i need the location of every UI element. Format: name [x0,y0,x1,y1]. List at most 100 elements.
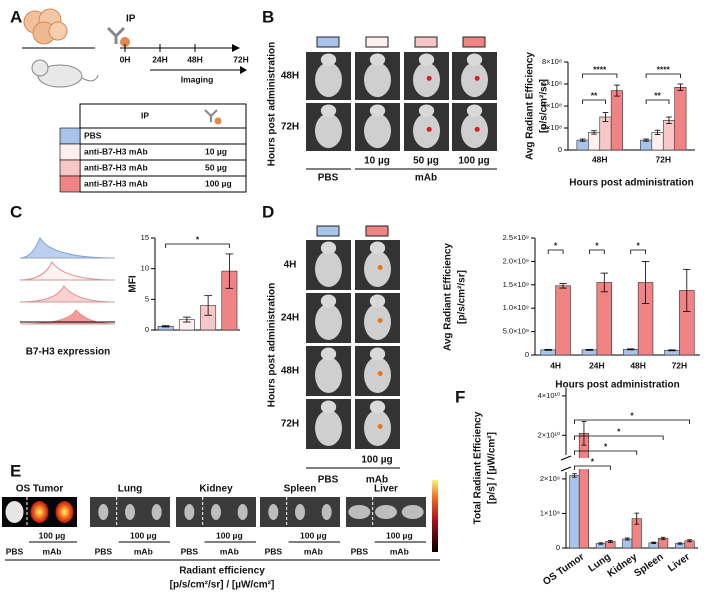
significance-label: * [636,240,640,250]
organ [98,504,109,520]
mouse-body [461,113,488,149]
signal [377,424,383,429]
x-tick-label: 48H [630,360,646,370]
bar [596,282,613,356]
colorbar-label: Radiant efficiency [179,566,265,577]
mouse-head [369,294,386,308]
organ-label: Kidney [199,484,233,495]
y-tick-label: 15 [141,233,149,242]
organ [268,504,279,520]
mouse-head [466,53,483,66]
bar [569,475,580,549]
x-axis-label: B7-H3 expression [26,347,110,358]
group-label: mAb [366,475,388,486]
mouse-body [364,62,391,98]
y-tick-label: 0 [145,325,149,334]
organ [348,505,371,519]
significance-bracket [582,99,606,104]
y-tick-label: 0 [556,543,560,552]
colorbar [432,480,438,552]
dose-label: 100 µg [386,530,413,540]
organ [401,505,424,519]
row-label: 48H [281,366,299,377]
mouse-body [315,304,342,340]
mouse-head [320,294,337,308]
bar [674,87,687,151]
table-swatch [59,159,81,177]
x-axis-label: Hours post administration [569,178,693,189]
mouse-body [413,62,440,98]
significance-bracket [589,249,605,254]
time-label: 24H [152,54,168,64]
row-label: 72H [281,419,299,430]
dose-label: 10 µg [364,156,390,167]
table-swatch [59,127,81,145]
colorbar-label: [p/s/cm²/sr] / [µW/cm²] [170,580,275,591]
group-color-box [462,36,486,48]
bar [599,116,612,151]
x-tick-label: 24H [589,360,605,370]
antibody-dot [214,117,222,125]
significance-bracket [574,450,638,455]
dose-label: 100 µg [300,530,327,540]
y-tick-label: 2×10⁸ [542,123,562,132]
x-tick-label: Kidney [606,551,640,579]
organ [30,501,49,523]
mouse-head [418,53,435,66]
table-row-dose: 10 µg [205,146,227,156]
break-mark [560,455,572,461]
y-axis-label: MFI [128,275,139,292]
y-tick-label: 0 [525,350,529,359]
imaging-arrowhead [240,66,247,74]
organ [321,504,332,520]
mouse-body [364,410,391,446]
y-tick-label: 8×10⁸ [542,57,562,66]
dose-label: 50 µg [413,156,439,167]
mouse-body [364,357,391,393]
organ [151,504,162,520]
table-header: IP [141,110,149,120]
group-label: mAb [390,546,409,556]
signal [377,265,383,270]
table-swatch [59,175,81,193]
time-label: 72H [233,54,249,64]
y-axis-label: [p/s/cm²/sr] [539,79,550,133]
group-label: PBS [265,546,283,556]
mouse-body [364,304,391,340]
antibody-icon [204,109,218,122]
table-swatch [59,143,81,161]
axis-label: Hours post administration [267,283,278,407]
y-axis-label: Avg Radiant Efficiency [443,243,454,351]
significance-label: **** [657,64,671,74]
row-label: 24H [281,313,299,324]
y-tick-label: 2×10¹⁰ [538,430,560,439]
significance-bracket [574,465,611,470]
dose-label: 100 µg [39,530,66,540]
bar [610,90,623,151]
x-tick-label: 72H [655,154,671,164]
mouse-head [369,53,386,66]
mouse-head [369,400,386,414]
bar [555,285,571,356]
bar [662,120,675,151]
y-axis-label: [p/s/cm²/sr] [457,270,468,324]
signal [474,75,480,81]
mouse-head [320,241,337,255]
mouse-head [320,347,337,361]
group-label: PBS [351,546,369,556]
mouse-head [320,400,337,414]
group-color-box [316,225,340,237]
group-label: PBS [6,546,24,556]
y-tick-label: 6×10⁸ [542,79,562,88]
mouse-illustration [31,59,99,88]
panel-label: F [455,387,465,406]
significance-bracket [574,435,664,440]
break-mark [560,466,572,472]
significance-bracket [582,73,618,78]
mouse-body [315,410,342,446]
time-label: 0H [120,54,131,64]
mouse-head [369,104,386,117]
x-tick-label: OS Tumor [541,552,586,588]
table-row-label: anti-B7-H3 mAb [84,146,148,156]
